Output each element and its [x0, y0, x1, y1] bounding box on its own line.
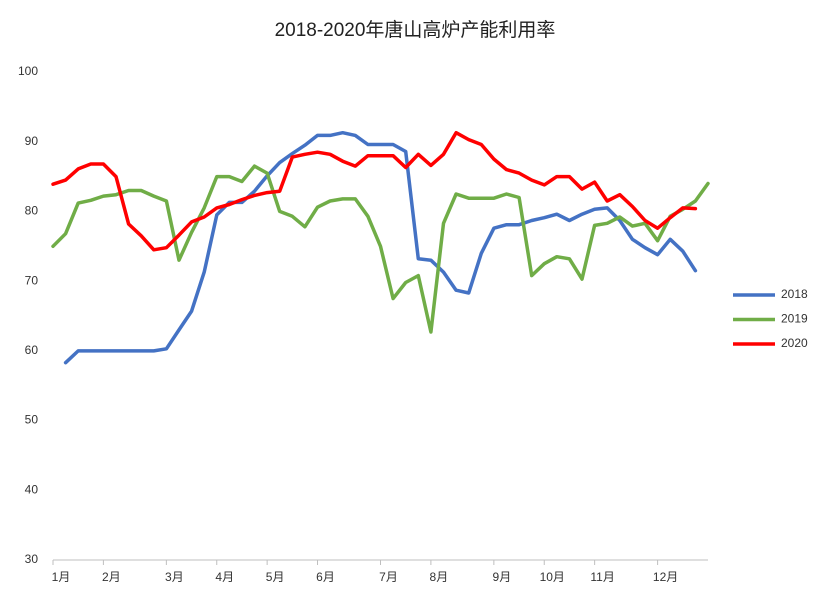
legend-label: 2018 [781, 287, 808, 301]
x-tick-label: 2月 [102, 570, 121, 584]
x-tick-label: 9月 [493, 570, 512, 584]
series-line [51, 130, 698, 252]
series-line [51, 164, 710, 334]
x-tick-label: 6月 [316, 570, 335, 584]
series-line [63, 130, 698, 365]
y-tick-label: 40 [25, 482, 39, 496]
x-tick-label: 8月 [430, 570, 449, 584]
y-tick-label: 60 [25, 343, 39, 357]
x-tick-label: 12月 [653, 570, 678, 584]
x-tick-label: 1月 [52, 570, 71, 584]
chart-title: 2018-2020年唐山高炉产能利用率 [275, 19, 556, 41]
x-tick-label: 4月 [215, 570, 234, 584]
y-tick-label: 30 [25, 552, 39, 566]
x-tick-label: 10月 [540, 570, 565, 584]
y-tick-label: 50 [25, 413, 39, 427]
legend-label: 2020 [781, 336, 808, 350]
y-tick-label: 70 [25, 273, 39, 287]
y-tick-label: 80 [25, 204, 39, 218]
y-tick-label: 90 [25, 134, 39, 148]
x-tick-label: 7月 [379, 570, 398, 584]
x-tick-label: 5月 [266, 570, 285, 584]
y-tick-label: 100 [18, 64, 38, 78]
x-tick-label: 11月 [590, 570, 614, 584]
legend-label: 2019 [781, 312, 808, 326]
x-tick-label: 3月 [165, 570, 184, 584]
